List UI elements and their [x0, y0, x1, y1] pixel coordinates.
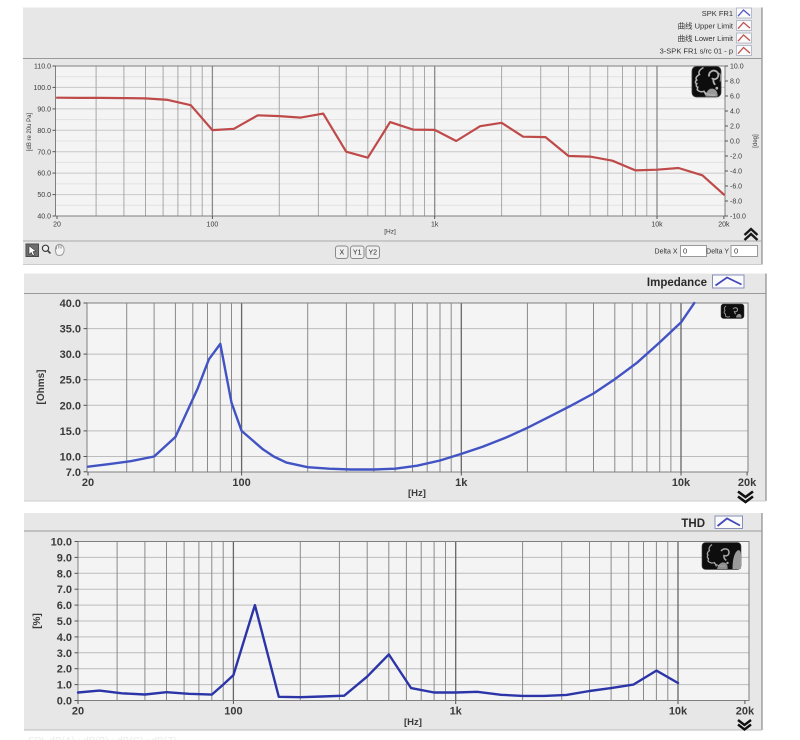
- svg-text:[Ohms]: [Ohms]: [36, 370, 47, 405]
- svg-text:3-SPK FR1 s/rc 01 - p: 3-SPK FR1 s/rc 01 - p: [660, 46, 733, 55]
- svg-text:20k: 20k: [718, 222, 730, 229]
- svg-text:50.0: 50.0: [37, 192, 51, 199]
- svg-text:1k: 1k: [450, 706, 463, 718]
- svg-text:5.0: 5.0: [57, 616, 72, 628]
- svg-text:100: 100: [207, 222, 219, 229]
- svg-text:Y1: Y1: [353, 250, 362, 257]
- svg-text:-6.0: -6.0: [730, 184, 742, 191]
- svg-text:0.0: 0.0: [730, 139, 740, 146]
- svg-text:[Hz]: [Hz]: [408, 488, 426, 499]
- svg-text:Delta Y: Delta Y: [706, 249, 729, 256]
- svg-text:20.0: 20.0: [60, 400, 81, 412]
- svg-text:1k: 1k: [431, 222, 439, 229]
- svg-text:0: 0: [734, 247, 738, 256]
- svg-text:20k: 20k: [738, 477, 757, 489]
- svg-text:1.0: 1.0: [57, 680, 72, 692]
- svg-text:7.0: 7.0: [66, 467, 81, 479]
- svg-text:9.0: 9.0: [57, 552, 72, 564]
- svg-text:-10.0: -10.0: [730, 214, 746, 221]
- svg-text:100.0: 100.0: [33, 85, 51, 92]
- svg-text:35.0: 35.0: [60, 324, 81, 336]
- svg-text:15.0: 15.0: [60, 426, 81, 438]
- svg-text:20: 20: [82, 477, 94, 489]
- svg-text:Y2: Y2: [369, 250, 378, 257]
- svg-text:80.0: 80.0: [37, 128, 51, 135]
- svg-text:曲线 Upper Limit: 曲线 Upper Limit: [678, 20, 734, 30]
- svg-text:[deg]: [deg]: [753, 134, 759, 148]
- svg-text:[Hz]: [Hz]: [384, 229, 396, 236]
- svg-text:6.0: 6.0: [730, 94, 740, 101]
- svg-text:10.0: 10.0: [730, 64, 744, 71]
- svg-text:100: 100: [232, 477, 250, 489]
- svg-text:0: 0: [683, 247, 687, 256]
- svg-text:20: 20: [72, 706, 84, 718]
- svg-text:8.0: 8.0: [730, 79, 740, 86]
- svg-text:Impedance: Impedance: [647, 277, 707, 289]
- svg-text:曲线 Lower Limit: 曲线 Lower Limit: [678, 33, 734, 43]
- svg-text:100: 100: [224, 706, 242, 718]
- svg-text:20: 20: [53, 222, 61, 229]
- svg-text:Delta X: Delta X: [655, 249, 678, 256]
- svg-text:4.0: 4.0: [57, 632, 72, 644]
- svg-text:25.0: 25.0: [60, 375, 81, 387]
- svg-text:-2.0: -2.0: [730, 154, 742, 161]
- svg-text:40.0: 40.0: [60, 298, 81, 310]
- svg-text:40.0: 40.0: [37, 214, 51, 221]
- svg-text:60.0: 60.0: [37, 171, 51, 178]
- svg-text:SPK FR1: SPK FR1: [702, 9, 733, 18]
- svg-text:X: X: [339, 250, 344, 257]
- svg-text:30.0: 30.0: [60, 349, 81, 361]
- svg-text:6.0: 6.0: [57, 600, 72, 612]
- svg-text:THD: THD: [681, 518, 705, 530]
- svg-text:7.0: 7.0: [57, 584, 72, 596]
- svg-text:10k: 10k: [669, 706, 688, 718]
- svg-text:SPL dB(A) : dB(B) : dB(C) : dB: SPL dB(A) : dB(B) : dB(C) : dB(Z): [28, 736, 177, 740]
- svg-text:-4.0: -4.0: [730, 169, 742, 176]
- svg-text:[dB re 20u Pa]: [dB re 20u Pa]: [27, 112, 33, 151]
- svg-text:110.0: 110.0: [34, 64, 51, 71]
- svg-text:8.0: 8.0: [57, 568, 72, 580]
- svg-text:4.0: 4.0: [730, 109, 740, 116]
- svg-text:[Hz]: [Hz]: [404, 717, 422, 728]
- svg-text:10.0: 10.0: [51, 537, 72, 549]
- svg-text:2.0: 2.0: [730, 124, 740, 131]
- svg-text:20k: 20k: [736, 706, 755, 718]
- svg-text:0.0: 0.0: [57, 696, 72, 708]
- svg-text:10.0: 10.0: [60, 452, 81, 464]
- svg-text:1k: 1k: [455, 477, 468, 489]
- svg-text:2.0: 2.0: [57, 664, 72, 676]
- svg-text:3.0: 3.0: [57, 648, 72, 660]
- svg-text:10k: 10k: [672, 477, 691, 489]
- svg-text:[%]: [%]: [32, 613, 43, 629]
- svg-text:10k: 10k: [651, 222, 663, 229]
- svg-text:-8.0: -8.0: [730, 199, 742, 206]
- svg-text:90.0: 90.0: [37, 107, 51, 114]
- svg-text:70.0: 70.0: [37, 149, 51, 156]
